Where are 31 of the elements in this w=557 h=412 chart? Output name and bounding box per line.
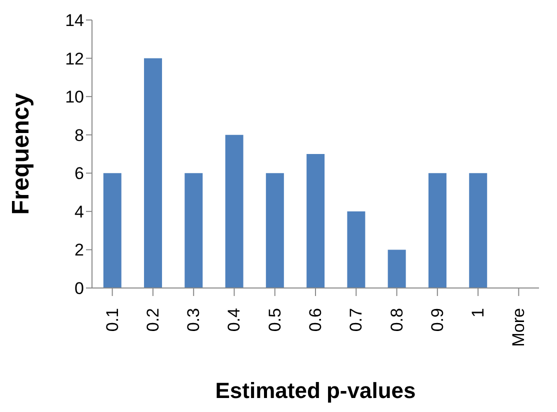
bar	[225, 134, 244, 288]
x-tick-label: 0.3	[184, 308, 204, 332]
bar	[184, 173, 203, 288]
x-tick-label: 1	[468, 308, 488, 318]
bar	[347, 211, 366, 288]
bar	[469, 173, 488, 288]
y-tick-label: 4	[74, 202, 84, 222]
x-tick-label: 0.6	[306, 308, 325, 332]
x-tick-label: 0.5	[265, 308, 284, 332]
y-tick-label: 10	[65, 88, 84, 107]
x-tick-label: 0.2	[143, 308, 162, 332]
y-tick-label: 14	[65, 11, 84, 30]
y-tick-label: 2	[74, 240, 84, 260]
x-axis-title: Estimated p-values	[215, 378, 416, 403]
y-tick-label: 0	[74, 279, 84, 298]
x-tick-label: 0.9	[428, 308, 447, 332]
bar	[144, 58, 162, 288]
y-tick-label: 12	[65, 49, 84, 68]
bar	[103, 173, 122, 288]
y-axis-title: Frequency	[8, 92, 35, 215]
bar	[388, 250, 406, 288]
x-tick-label: 0.8	[387, 308, 406, 332]
x-tick-label: More	[509, 308, 528, 347]
y-tick-label: 8	[74, 126, 84, 145]
x-tick-label: 0.7	[346, 308, 366, 332]
bar	[306, 154, 325, 288]
bar	[428, 173, 446, 288]
y-tick-label: 6	[74, 164, 84, 184]
bar	[266, 173, 284, 288]
x-tick-label: 0.4	[224, 308, 244, 332]
x-tick-label: 0.1	[102, 308, 122, 332]
